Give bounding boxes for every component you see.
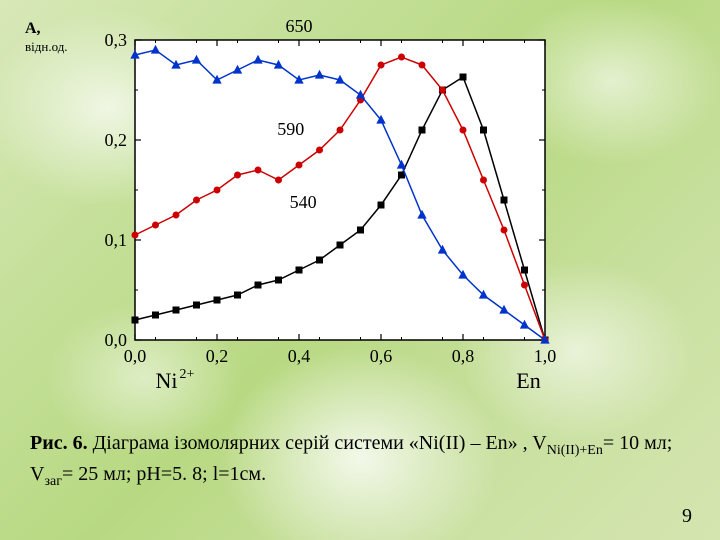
svg-text:2+: 2+ [180,367,195,382]
svg-text:0,6: 0,6 [370,346,393,366]
svg-text:650: 650 [286,20,313,36]
svg-text:0,1: 0,1 [105,230,128,250]
page-number: 9 [682,505,692,528]
svg-text:En: En [516,368,540,393]
caption-t3: = 25 мл; рН=5. 8; l=1см. [62,463,266,485]
svg-text:0,3: 0,3 [105,30,128,50]
svg-text:0,2: 0,2 [105,130,128,150]
y-axis-title-block: A, відн.од. [25,20,68,55]
chart-svg: 0,0 0,2 0,4 0,6 0,8 1,0 0,0 0,1 0,2 0,3 Ni2+ En 540 5… [80,20,560,400]
caption-sub1: Ni(II)+En [547,443,603,458]
figure-caption: Рис. 6. Діаграма ізомолярних серій систе… [30,430,690,492]
svg-text:0,4: 0,4 [288,346,311,366]
svg-text:1,0: 1,0 [534,346,557,366]
svg-text:0,8: 0,8 [452,346,475,366]
caption-t1: Діаграма ізомолярних серій системи «Ni(I… [88,432,547,454]
caption-prefix: Рис. 6. [30,432,88,454]
svg-text:Ni: Ni [156,368,178,393]
svg-text:0,0: 0,0 [105,330,128,350]
y-axis-title: A, [25,20,41,37]
svg-text:0,2: 0,2 [206,346,229,366]
svg-text:590: 590 [277,119,304,139]
svg-text:540: 540 [290,192,317,212]
svg-text:0,0: 0,0 [124,346,147,366]
y-axis-subtitle: відн.од. [25,39,68,54]
caption-sub2: заг [44,474,62,489]
chart-container: A, відн.од. 0,00,20,40,60,81,00,00,10,20… [80,20,560,400]
